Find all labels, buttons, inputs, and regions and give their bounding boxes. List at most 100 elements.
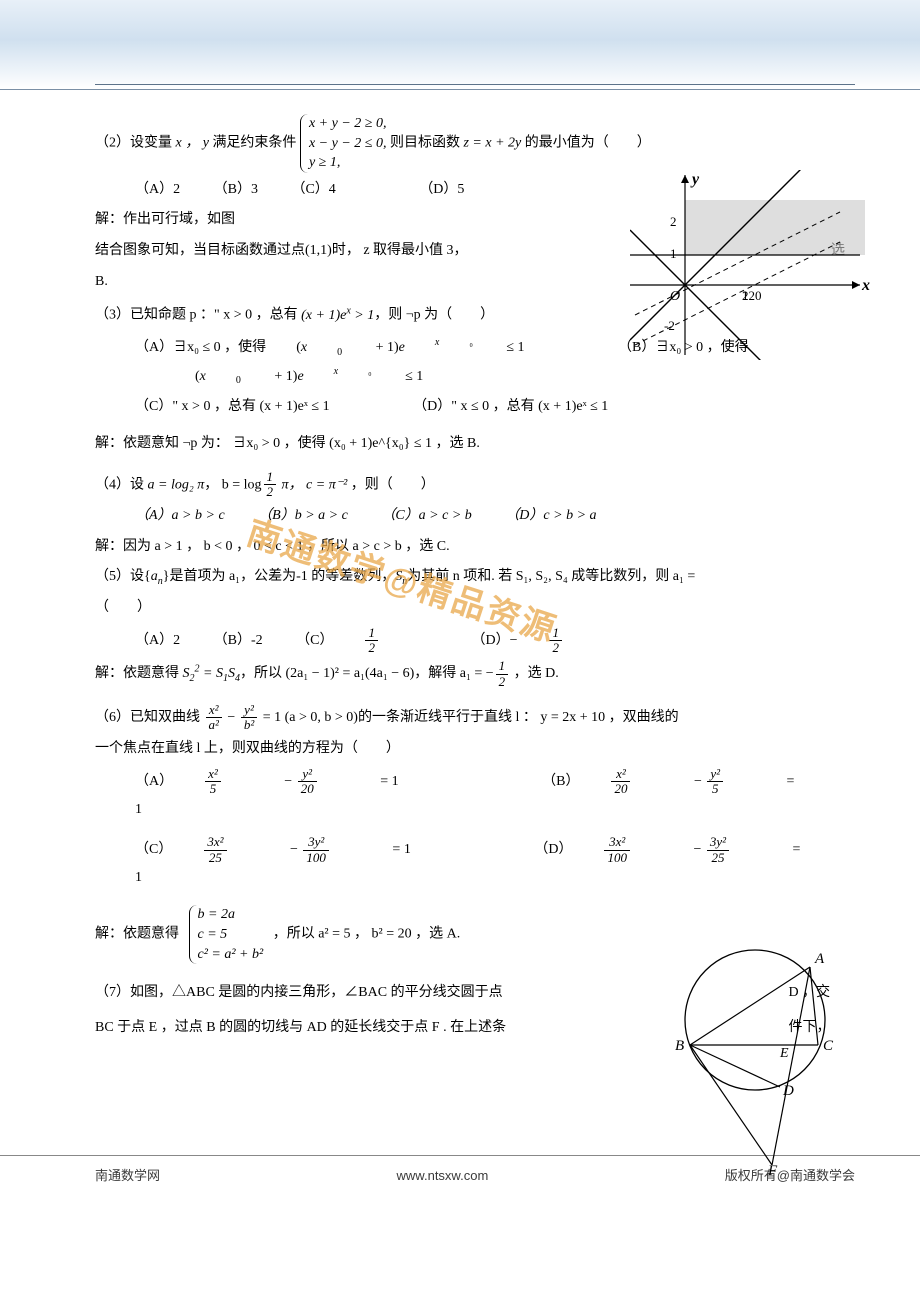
q5-D: （D）−12 [471,633,622,648]
q7-line1: （7）如图，△ABC 是圆的内接三角形，∠BAC 的平分线交圆于点 [95,980,615,1007]
q7-figure: A B C D E F [650,945,860,1175]
q3-stem-b: ，则 ¬p 为（ ） [374,308,494,323]
q5-stem-a: （5）设 [95,569,144,584]
q2-stem-d: 的最小值为（ ） [521,136,651,151]
footer-left: 南通数学网 [95,1164,160,1189]
q5-sol-b: ，所以 [240,666,286,681]
q3-expr1: (x + 1)ex > 1 [301,308,374,323]
q6-sol-a: 解：依题意得 [95,927,179,942]
q5-A: （A）2 [135,633,180,648]
q5-blank: （ ） [95,595,855,622]
q6-stem2: 一个焦点在直线 l 上，则双曲线的方程为（ ） [95,736,855,763]
q2-c2: x − y − 2 ≤ 0, [309,134,387,154]
q7-stem-b: BC 于点 E ，过点 B 的圆的切线与 AD 的延长线交于点 F . 在上述条 [95,1020,506,1035]
graph-ty-1: 1 [670,246,677,261]
q4-stem: （4）设 a = log₂ π， b = log12 π， c = π⁻² ，则… [95,470,855,500]
q6-eq: = 1 (a > 0, b > 0) [263,710,358,725]
q7-line2: BC 于点 E ，过点 B 的圆的切线与 AD 的延长线交于点 F . 在上述条 [95,1015,615,1042]
q5-stem: （5）设{an}是首项为 a₁，公差为-1 的等差数列，Sn为其前 n 项和. … [95,564,855,591]
q4-B: （B）b > a > c [258,508,348,523]
q5-sol-eq1: S22 = S1S4 [183,666,240,681]
q3-A: （A）∃x₀ ≤ 0 ，使得(x0 + 1)ex₀ ≤ 1 [135,340,555,355]
q4-stem-a: （4）设 [95,477,148,492]
q2-stem-b: 满足约束条件 [209,136,297,151]
q2-sol2-a: 结合图象可知，当目标函数通过点 [95,243,305,258]
q3-row2: （C）" x > 0 ，总有 (x + 1)eˣ ≤ 1 （D）" x ≤ 0 … [135,394,855,421]
q7-lbl-E: E [779,1046,789,1061]
q5-seq: {an} [144,569,169,584]
q7-lbl-C: C [823,1038,834,1054]
q3-D: （D）" x ≤ 0 ，总有 (x + 1)eˣ ≤ 1 [413,399,608,414]
header-rule [95,84,855,85]
graph-ty-2: -2 [664,318,675,333]
q5-Sn: Sn [395,569,407,584]
q4-C: （C）a > c > b [381,508,471,523]
q6-row1: （A）x²5 − y²20 = 1 （B）x²20 − y²5 = 1 [135,767,855,823]
q4-b-num: 1 [264,470,277,485]
q6-A: （A）x²5 − y²20 = 1 [135,774,429,789]
q5-sol: 解：依题意得 S22 = S1S4，所以 (2a₁ − 1)² = a₁(4a₁… [95,659,855,689]
q5-B: （B）-2 [214,633,263,648]
q2-opt-b: （B）3 [214,182,258,197]
q5-options: （A）2 （B）-2 （C）12 （D）−12 [135,626,855,656]
footer-center: www.ntsxw.com [397,1164,489,1189]
q4-stem-b: ，则（ ） [347,477,435,492]
q7-lbl-D: D [782,1083,794,1099]
graph-x-label: x [861,277,870,294]
q2-vars: x ， y [176,136,209,151]
q2-opt-c: （C）4 [291,182,335,197]
q6-stem1: （6）已知双曲线 x²a² − y²b² = 1 (a > 0, b > 0)的… [95,703,855,733]
svg-text:2: 2 [742,288,749,303]
q7-lbl-B: B [675,1038,684,1054]
q6-C: （C）3x²25 − 3y²100 = 1 [135,842,441,857]
q3-sol: 解：依题意知 ¬p 为： ∃x₀ > 0 ，使得 (x₀ + 1)e^{x₀} … [95,431,855,458]
q4-b-den: 2 [264,485,277,499]
q5-sol-eq2: (2a₁ − 1)² = a₁(4a₁ − 6) [285,666,414,681]
header-band [0,0,920,90]
graph-ty-0: 2 [670,214,677,229]
q7-stem-a: （7）如图，△ABC 是圆的内接三角形，∠BAC 的平分线交圆于点 [95,985,503,1000]
q2-opt-a: （A）2 [135,182,180,197]
q6-sys-2: c² = a² + b² [198,945,264,965]
q4-sol: 解：因为 a > 1 ， b < 0 ， 0 < c < 1 ，所以 a > c… [95,534,855,561]
q5-sol-d: ，选 D. [510,666,559,681]
q7-lbl-F: F [767,1163,778,1175]
q6-sol-sys: b = 2a c = 5 c² = a² + b² [189,905,264,964]
q4-D: （D）c > b > a [505,508,596,523]
q6-sys-0: b = 2a [198,905,264,925]
q2-sol2-b: 时， z 取得最小值 3， [332,243,468,258]
q4-options: （A）a > b > c （B）b > a > c （C）a > c > b （… [135,503,855,530]
q3-C: （C）" x > 0 ，总有 (x + 1)eˣ ≤ 1 [135,399,330,414]
q4-b-post: π [278,477,289,492]
q2-stem-c: 则目标函数 [390,136,464,151]
q6-sol-b: ，所以 a² = 5 ， b² = 20 ，选 A. [273,927,461,942]
q4-a: a = log₂ π [148,477,205,492]
q2-c3: y ≥ 1, [309,153,387,173]
q6-sys-1: c = 5 [198,925,264,945]
q4-b-pre: ， b = log [204,477,261,492]
q2-sol2-pt: (1,1) [305,243,332,258]
q5-C: （C）12 [296,633,438,648]
q4-c: ， c = π⁻² [289,477,348,492]
q2-stem: （2）设变量 x ， y 满足约束条件 x + y − 2 ≥ 0, x − y… [95,114,855,173]
q3-stem-a: （3）已知命题 p ：" x > 0 ，总有 [95,308,298,323]
q2-graph: x y O 2 1 -2 120 2 [630,170,870,360]
q5-sol-c: ，解得 a₁ = − [414,666,493,681]
q5-sol-a: 解：依题意得 [95,666,183,681]
q2-func: z = x + 2y [463,136,521,151]
q2-stem-a: （2）设变量 [95,136,176,151]
q7-lbl-A: A [814,951,825,967]
q6-row2: （C）3x²25 − 3y²100 = 1 （D）3x²100 − 3y²25 … [135,835,855,891]
q5-stem-b: 是首项为 a₁，公差为-1 的等差数列， [169,569,395,584]
q2-sol2: 结合图象可知，当目标函数通过点(1,1)时， z 取得最小值 3， 选 [95,238,575,265]
q2-opt-d: （D）5 [419,182,464,197]
page-content: 南通数学@精品资源 （2）设变量 x ， y 满足约束条件 x + y − 2 … [0,90,920,1065]
graph-y-label: y [690,171,700,188]
q2-constraints: x + y − 2 ≥ 0, x − y − 2 ≤ 0, y ≥ 1, [300,114,387,173]
q6-stem-b: 的一条渐近线平行于直线 l ： y = 2x + 10 ，双曲线的 [358,710,679,725]
q4-A: （A）a > b > c [135,508,225,523]
graph-origin: O [670,289,680,304]
q5-stem-c: 为其前 n 项和. 若 S₁, S₂, S₄ 成等比数列，则 a₁ = [407,569,695,584]
q6-stem-a: （6）已知双曲线 [95,710,204,725]
q3-B-expr: (x0 + 1)ex₀ ≤ 1 [195,369,423,384]
